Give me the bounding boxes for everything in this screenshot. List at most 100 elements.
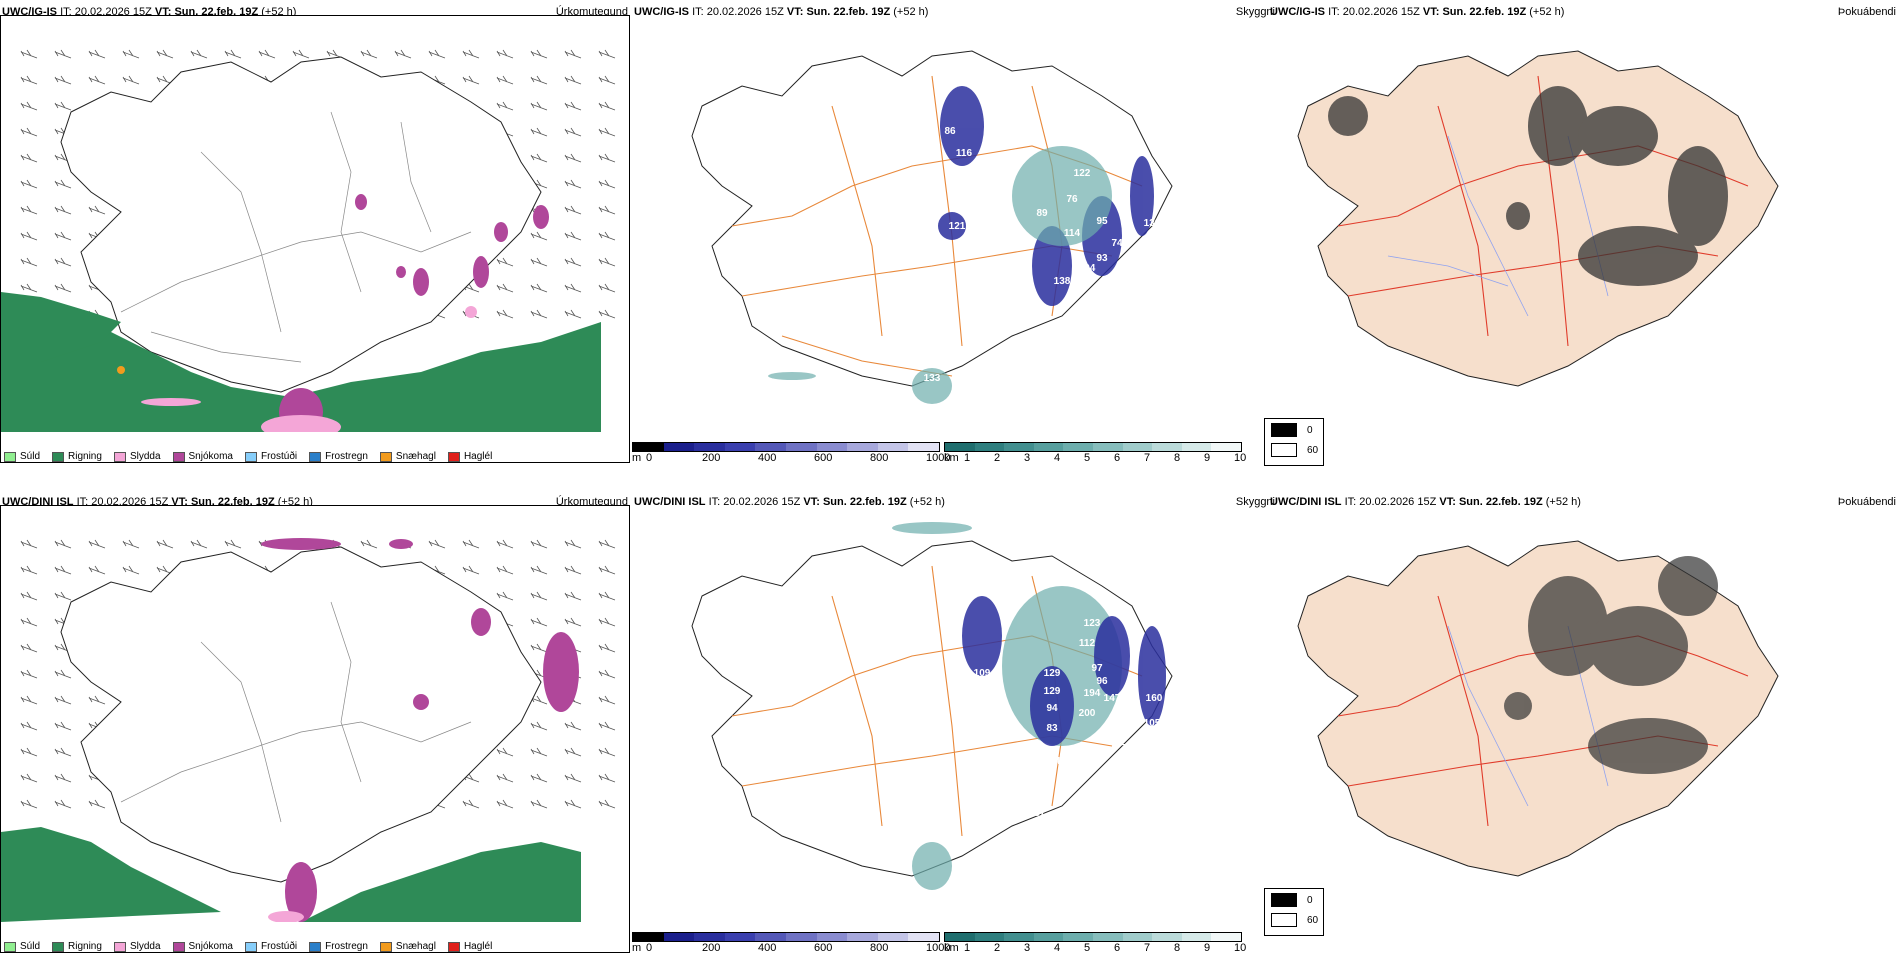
legend-item: Snjókoma: [172, 451, 233, 462]
colorbar-segment: [1092, 933, 1123, 941]
it-label: IT:: [692, 6, 704, 18]
vis-value-label: 86: [944, 126, 956, 137]
legend-item: Slydda: [113, 941, 161, 952]
legend-swatch: [113, 451, 126, 462]
wind-barb: [530, 721, 548, 731]
wind-barb: [564, 565, 582, 575]
panel-title: Þokuábendi: [1837, 496, 1896, 508]
colorbar-segment: [633, 443, 664, 451]
snow-area: [396, 266, 406, 278]
fog-key-row: 60: [1271, 443, 1318, 457]
sleet-area: [268, 911, 304, 922]
colorbar-segment: [663, 443, 695, 451]
wind-barb: [88, 695, 106, 705]
vis-value-label: 109: [974, 668, 991, 679]
wind-barb: [564, 75, 582, 85]
panel-title: Skyggni: [1235, 496, 1275, 508]
lead-time: (+52 h): [1545, 496, 1581, 508]
elev-tick-label: 800: [870, 942, 889, 954]
wind-barb: [258, 49, 276, 59]
snow-pellet-spot: [117, 366, 125, 374]
legend-item: Súld: [4, 451, 40, 462]
snow-area: [543, 632, 579, 712]
fog-key-row: 0: [1271, 893, 1313, 907]
lead-time: (+52 h): [1529, 6, 1565, 18]
vis-value-label: 133: [924, 373, 941, 384]
wind-barb: [598, 283, 616, 293]
wind-barb: [564, 153, 582, 163]
wind-barb: [54, 75, 72, 85]
colorbar-segment: [785, 443, 817, 451]
legend-item: Haglél: [447, 451, 492, 462]
wind-barb: [54, 49, 72, 59]
vis-value-label: 89: [1036, 208, 1048, 219]
fog-key-swatch: [1271, 443, 1297, 457]
lead-time: (+52 h): [909, 496, 945, 508]
iceland-outline: [60, 546, 542, 883]
wind-barb: [88, 49, 106, 59]
it-label: IT:: [60, 6, 72, 18]
vis-value-label: 116: [956, 148, 973, 159]
wind-barb: [496, 747, 514, 757]
wind-barb: [20, 799, 38, 809]
colorbar-segment: [908, 933, 939, 941]
wind-barb: [428, 539, 446, 549]
wind-barb: [88, 565, 106, 575]
wind-barb: [564, 205, 582, 215]
visibility-map: 8611610011111612276891141219395741041388…: [691, 50, 1173, 404]
km-tick-label: 4: [1054, 942, 1061, 954]
fog-key-swatch: [1271, 913, 1297, 927]
legend-swatch: [244, 941, 257, 952]
wind-barb: [598, 309, 616, 319]
wind-barb: [496, 591, 514, 601]
legend-item: Frostregn: [309, 941, 368, 952]
wind-barb: [496, 283, 514, 293]
colorbar-segment: [1063, 443, 1093, 451]
elev-tick-label: 0: [646, 942, 653, 954]
wind-barb: [530, 747, 548, 757]
wind-barb: [564, 773, 582, 783]
snow-area: [285, 862, 317, 922]
vt-value: Sun. 22.feb. 19Z: [1442, 6, 1527, 18]
wind-barb: [564, 127, 582, 137]
panel-header: UWC/IG-IS IT: 20.02.2026 15Z VT: Sun. 22…: [634, 6, 928, 18]
teal-vis-areas: [768, 146, 1112, 404]
wind-barb: [54, 565, 72, 575]
km-bar-strip: [944, 932, 1242, 942]
wind-barb: [598, 669, 616, 679]
panel-title: Skyggni: [1235, 6, 1275, 18]
colorbar-segment: [724, 933, 756, 941]
legend-item: Súld: [4, 941, 40, 952]
wind-barb: [598, 101, 616, 111]
colorbar-segment: [663, 933, 695, 941]
wind-barb: [564, 179, 582, 189]
vis-value-label: 123: [1084, 618, 1101, 629]
roads: [120, 601, 472, 823]
wind-barb: [530, 539, 548, 549]
precip-legend: Súld Rigning Slydda Snjókoma Frostúði Fr…: [4, 451, 492, 462]
precip-legend: Súld Rigning Slydda Snjókoma Frostúði Fr…: [4, 941, 492, 952]
km-tick-label: 6: [1114, 942, 1121, 954]
wind-barb: [462, 49, 480, 59]
km-tick-label: 1: [964, 452, 971, 464]
wind-barb: [20, 101, 38, 111]
wind-barb: [20, 75, 38, 85]
snow-area: [533, 205, 549, 229]
wind-barb: [564, 721, 582, 731]
wind-barb: [530, 773, 548, 783]
elev-unit: m: [632, 942, 642, 954]
panel-header: UWC/DINI ISL IT: 20.02.2026 15Z VT: Sun.…: [1270, 496, 1581, 508]
wind-barb: [496, 799, 514, 809]
wind-barb: [530, 283, 548, 293]
wind-barb: [598, 127, 616, 137]
vis-value-label: 81: [1091, 286, 1103, 297]
wind-barb: [598, 617, 616, 627]
map-frame: [0, 15, 630, 463]
vis-value-label: 200: [1079, 708, 1096, 719]
colorbar-segment: [1152, 443, 1182, 451]
legend-item: Frostúði: [244, 451, 297, 462]
panel-header: UWC/IG-IS IT: 20.02.2026 15Z VT: Sun. 22…: [1270, 6, 1564, 18]
wind-barb: [496, 75, 514, 85]
vt-label: VT:: [786, 6, 804, 18]
vt-label: VT:: [1439, 496, 1456, 508]
